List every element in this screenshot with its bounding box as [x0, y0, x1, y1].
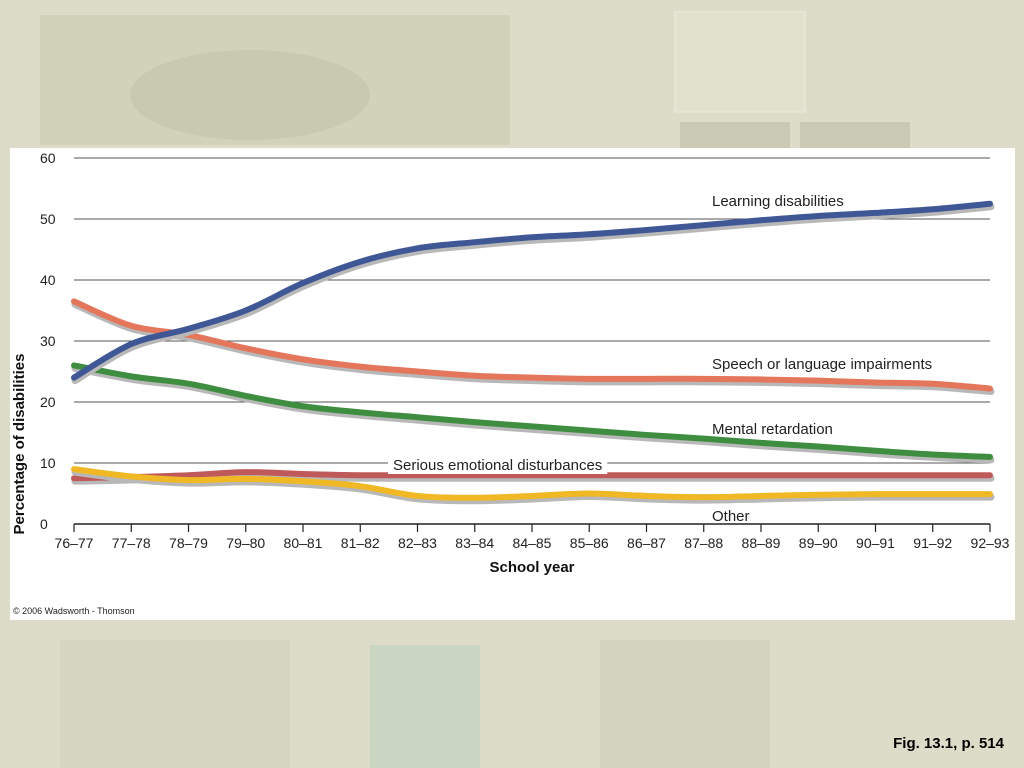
x-tick-label: 76–77	[55, 535, 94, 551]
figure-panel: 0 10 20 30 40 50 60 76–77 77–78 78–79 79–80 80–81 8…	[10, 148, 1015, 620]
label-knockout	[388, 457, 608, 474]
x-tick-label: 83–84	[455, 535, 494, 551]
line-chart: 0 10 20 30 40 50 60 76–77 77–78 78–79 79–80 80–81 8…	[11, 150, 1010, 576]
figure-caption: Fig. 13.1, p. 514	[893, 735, 1004, 752]
x-tick-label: 91–92	[913, 535, 952, 551]
y-tick-label: 30	[40, 333, 56, 349]
series-label: Mental retardation	[712, 421, 833, 438]
x-tick-label: 88–89	[742, 535, 781, 551]
series-line-other	[71, 466, 993, 501]
series-label: Other	[712, 508, 750, 525]
y-tick-label: 50	[40, 211, 56, 227]
series-line-learning-disabilities	[71, 200, 993, 381]
series-label: Learning disabilities	[712, 193, 844, 210]
series-label: Serious emotional disturbances	[393, 457, 602, 474]
series-labels: Learning disabilities Speech or language …	[388, 193, 932, 525]
x-tick-label: 92–93	[971, 535, 1010, 551]
x-tick-label: 90–91	[856, 535, 895, 551]
x-tick-label: 89–90	[799, 535, 838, 551]
x-tick-label: 86–87	[627, 535, 666, 551]
series-lines	[71, 200, 995, 505]
x-axis: 76–77 77–78 78–79 79–80 80–81 81–82 82–83 83–84…	[55, 523, 1010, 551]
x-tick-label: 79–80	[226, 535, 265, 551]
y-tick-label: 10	[40, 455, 56, 471]
x-tick-label: 77–78	[112, 535, 151, 551]
series-label: Speech or language impairments	[712, 356, 932, 373]
series-shadow-learning-disabilities	[71, 203, 995, 385]
x-tick-label: 84–85	[513, 535, 552, 551]
y-axis-title: Percentage of disabilities	[11, 354, 28, 535]
y-axis-ticks: 0 10 20 30 40 50 60	[40, 150, 56, 532]
y-tick-label: 60	[40, 150, 56, 166]
x-tick-label: 82–83	[398, 535, 437, 551]
x-tick-label: 78–79	[169, 535, 208, 551]
x-tick-label: 85–86	[570, 535, 609, 551]
copyright-notice: © 2006 Wadsworth - Thomson	[13, 606, 135, 616]
x-axis-title: School year	[489, 559, 574, 576]
series-line-mental-retardation	[71, 362, 993, 460]
gridlines	[74, 157, 990, 464]
series-line-speech-or-language-impairments	[71, 298, 993, 392]
y-tick-label: 40	[40, 272, 56, 288]
series-line-serious-emotional-disturbances	[71, 469, 993, 482]
x-tick-label: 81–82	[341, 535, 380, 551]
y-tick-label: 20	[40, 394, 56, 410]
x-tick-label: 80–81	[284, 535, 323, 551]
y-tick-label: 0	[40, 516, 48, 532]
x-tick-label: 87–88	[684, 535, 723, 551]
